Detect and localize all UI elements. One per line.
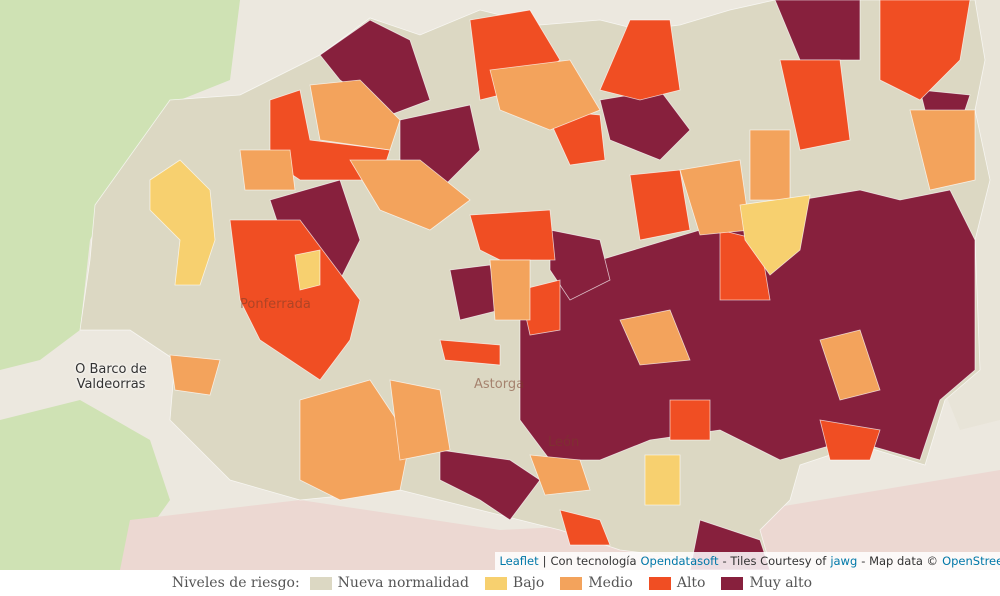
region — [819, 329, 881, 401]
region — [229, 219, 361, 381]
place-label: Ponferrada — [240, 297, 311, 312]
terrain-green — [0, 400, 170, 570]
legend-item: Nueva normalidad — [309, 575, 469, 591]
attribution-link[interactable]: Opendatasoft — [640, 554, 719, 568]
region — [599, 19, 681, 101]
region — [439, 339, 501, 366]
region — [489, 259, 531, 321]
legend-label: Nueva normalidad — [337, 575, 469, 591]
legend-item: Muy alto — [721, 575, 812, 591]
region — [749, 129, 791, 201]
region — [774, 0, 861, 61]
region — [739, 194, 811, 276]
legend-label: Medio — [588, 575, 633, 591]
attribution-text: | — [542, 554, 547, 568]
region — [779, 59, 851, 151]
attribution-link[interactable]: jawg — [830, 554, 858, 568]
legend-swatch — [484, 576, 507, 590]
place-label: León — [548, 435, 580, 450]
region — [559, 509, 611, 546]
region — [309, 79, 401, 151]
region — [294, 249, 321, 291]
legend-swatch — [560, 576, 583, 590]
region — [149, 159, 216, 286]
region — [644, 454, 681, 506]
attribution-link[interactable]: Leaflet — [499, 554, 539, 568]
region — [879, 0, 971, 101]
map[interactable]: O Barco de Valdeorras Ponferrada Astorga… — [0, 0, 1000, 570]
region — [489, 59, 601, 131]
region — [819, 419, 881, 461]
region — [319, 19, 431, 116]
terrain-green — [0, 0, 240, 370]
place-label: Astorga — [474, 377, 525, 392]
region — [239, 149, 296, 191]
region — [349, 159, 471, 231]
legend-label: Muy alto — [749, 575, 813, 591]
legend-label: Bajo — [512, 575, 545, 591]
legend: Niveles de riesgo: Nueva normalidad Bajo M… — [0, 570, 1000, 596]
attribution-text: - Map data © — [861, 554, 939, 568]
region — [619, 309, 691, 366]
region — [549, 229, 611, 301]
region — [669, 399, 711, 441]
region — [389, 379, 451, 461]
attribution-link[interactable]: OpenStreetMap — [942, 554, 1000, 568]
legend-item: Alto — [648, 575, 706, 591]
legend-item: Bajo — [484, 575, 545, 591]
legend-title: Niveles de riesgo: — [171, 575, 300, 591]
region — [529, 454, 591, 496]
region — [909, 109, 976, 191]
legend-label: Alto — [676, 575, 706, 591]
place-label: O Barco de Valdeorras — [75, 362, 147, 392]
map-canvas — [0, 0, 1000, 570]
legend-item: Medio — [560, 575, 633, 591]
region — [299, 379, 411, 501]
region — [629, 169, 691, 241]
legend-swatch — [721, 576, 744, 590]
attribution-text: Con tecnología — [550, 554, 637, 568]
region — [439, 449, 541, 521]
legend-swatch — [309, 576, 332, 590]
terrain-pink — [120, 470, 1000, 570]
attribution: Leaflet | Con tecnología Opendatasoft - Tile… — [495, 552, 1000, 570]
legend-swatch — [648, 576, 671, 590]
region — [169, 354, 221, 396]
attribution-text: - Tiles Courtesy of — [722, 554, 827, 568]
